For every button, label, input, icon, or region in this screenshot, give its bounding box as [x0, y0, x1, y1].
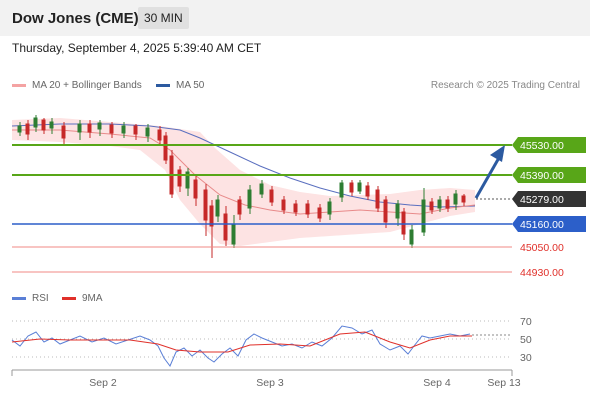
- price-tag-r2: 45530.00: [512, 137, 586, 153]
- legend-bollinger-label: MA 20 + Bollinger Bands: [32, 80, 142, 91]
- time-label-sep3: Sep 3: [256, 377, 284, 389]
- chart-header: Dow Jones (CME) 30 MIN: [0, 0, 590, 36]
- ma50-swatch: [156, 84, 170, 87]
- price-tag-r1-text: 45390.00: [520, 170, 564, 182]
- legend-9ma: 9MA: [62, 293, 103, 304]
- legend-bollinger: MA 20 + Bollinger Bands: [12, 80, 142, 91]
- rsi-tick-30: 30: [520, 352, 532, 364]
- rsi-swatch: [12, 297, 26, 300]
- price-tag-last: 45279.00: [512, 191, 586, 207]
- ma50-line: [11, 123, 476, 208]
- legend-rsi: RSI: [12, 293, 49, 304]
- price-tag-r1: 45390.00: [512, 167, 586, 183]
- price-tag-last-text: 45279.00: [520, 194, 564, 206]
- timeframe-badge[interactable]: 30 MIN: [138, 7, 189, 29]
- legend-9ma-label: 9MA: [82, 293, 103, 304]
- price-label-s3: 44930.00: [520, 267, 564, 279]
- legend-ma50-label: MA 50: [176, 80, 205, 91]
- time-label-sep2: Sep 2: [89, 377, 117, 389]
- price-label-s2: 45050.00: [520, 242, 564, 254]
- bollinger-band: [12, 118, 475, 246]
- credit-text: Research © 2025 Trading Central: [430, 80, 580, 91]
- rsi-ma-line: [11, 331, 472, 353]
- rsi-line: [11, 325, 471, 367]
- timestamp-line: Thursday, September 4, 2025 5:39:40 AM C…: [12, 41, 262, 55]
- price-tag-s1: 45160.00: [512, 216, 586, 232]
- time-label-sep13: Sep 13: [487, 377, 520, 389]
- price-tag-r2-text: 45530.00: [520, 140, 564, 152]
- rsi-tick-50: 50: [520, 334, 532, 346]
- price-tag-s1-text: 45160.00: [520, 219, 564, 231]
- legend-rsi-label: RSI: [32, 293, 49, 304]
- time-label-sep4: Sep 4: [423, 377, 451, 389]
- legend-ma50: MA 50: [156, 80, 204, 91]
- rsi-tick-70: 70: [520, 316, 532, 328]
- candlesticks: [17, 115, 466, 258]
- projection-arrowhead-icon: [490, 145, 505, 162]
- ma9-swatch: [62, 297, 76, 300]
- bollinger-swatch: [12, 84, 26, 87]
- projection-arrow-shaft: [474, 155, 502, 199]
- instrument-title: Dow Jones (CME): [12, 10, 139, 27]
